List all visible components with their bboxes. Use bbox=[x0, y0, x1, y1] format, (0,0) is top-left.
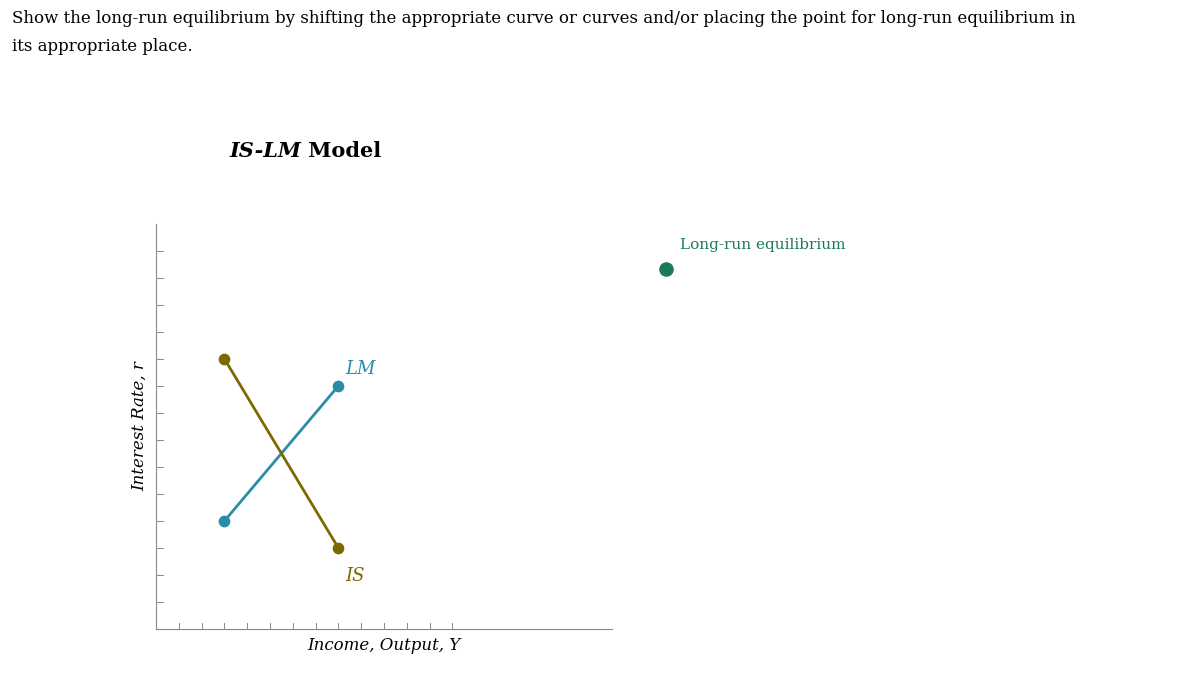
Text: Model: Model bbox=[301, 140, 382, 161]
Text: LM: LM bbox=[346, 360, 376, 377]
Text: Show the long-run equilibrium by shifting the appropriate curve or curves and/or: Show the long-run equilibrium by shiftin… bbox=[12, 10, 1075, 27]
Point bbox=[656, 264, 676, 275]
Text: IS: IS bbox=[346, 567, 365, 585]
Text: IS-LM: IS-LM bbox=[229, 140, 301, 161]
Point bbox=[329, 380, 348, 391]
Text: Long-run equilibrium: Long-run equilibrium bbox=[680, 238, 846, 252]
X-axis label: Income, Output, Y: Income, Output, Y bbox=[307, 637, 461, 654]
Text: its appropriate place.: its appropriate place. bbox=[12, 38, 193, 55]
Point bbox=[215, 353, 234, 364]
Y-axis label: Interest Rate, r: Interest Rate, r bbox=[131, 361, 148, 491]
Point bbox=[215, 515, 234, 526]
Point bbox=[329, 542, 348, 554]
